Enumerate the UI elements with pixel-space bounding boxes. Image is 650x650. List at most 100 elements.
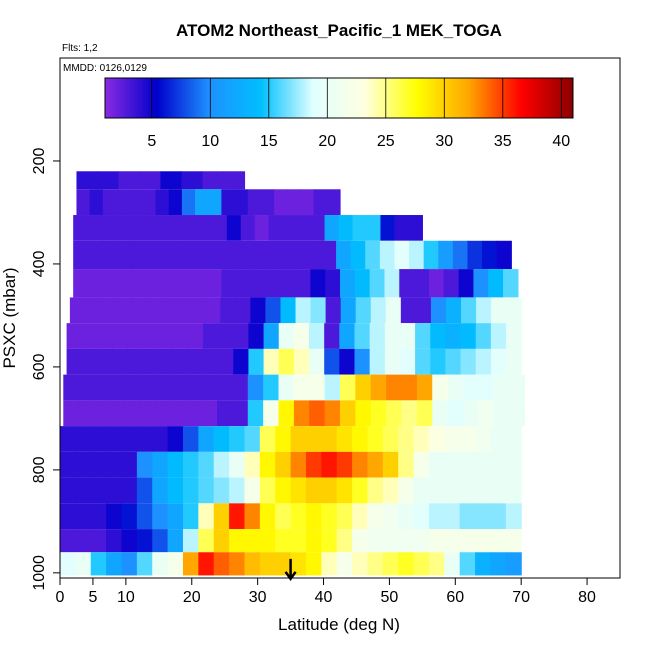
heatmap-cell bbox=[147, 269, 163, 298]
heatmap-cell bbox=[142, 323, 159, 349]
heatmap-cell bbox=[109, 400, 126, 427]
heatmap-cell bbox=[75, 477, 92, 504]
heatmap-cell bbox=[182, 552, 199, 576]
heatmap-cell bbox=[488, 269, 504, 298]
x-axis-label: Latitude (deg N) bbox=[278, 615, 400, 634]
heatmap-cell bbox=[339, 348, 356, 375]
heatmap-cell bbox=[263, 400, 280, 427]
heatmap-cell bbox=[112, 323, 128, 349]
heatmap-cell bbox=[176, 269, 193, 298]
heatmap-cell bbox=[277, 240, 293, 270]
heatmap-cell bbox=[226, 215, 242, 241]
heatmap-cell bbox=[490, 529, 507, 553]
heatmap-cell bbox=[172, 323, 189, 349]
heatmap-cell bbox=[152, 477, 169, 504]
heatmap-cell bbox=[136, 477, 153, 504]
heatmap-cell bbox=[263, 323, 280, 349]
heatmap-cell bbox=[428, 477, 445, 504]
heatmap-cell bbox=[475, 323, 492, 349]
heatmap-cell bbox=[96, 323, 113, 349]
heatmap-cell bbox=[490, 552, 507, 576]
heatmap-cell bbox=[305, 451, 322, 478]
heatmap-cell bbox=[282, 215, 298, 241]
heatmap-cell bbox=[265, 269, 282, 298]
heatmap-cell bbox=[259, 451, 276, 478]
y-axis: 200 400 600 800 1000 bbox=[31, 148, 60, 591]
heatmap-cell bbox=[117, 269, 134, 298]
heatmap-cell bbox=[145, 297, 161, 324]
heatmap-cell bbox=[142, 189, 157, 216]
heatmap-cell bbox=[87, 215, 102, 241]
heatmap-cell bbox=[229, 451, 246, 478]
heatmap-cell bbox=[142, 348, 159, 375]
heatmap-cell bbox=[143, 215, 158, 241]
heatmap-cell bbox=[365, 240, 381, 270]
heatmap-cell bbox=[175, 297, 191, 324]
heatmap-cell bbox=[90, 529, 107, 553]
heatmap-cell bbox=[413, 426, 430, 452]
heatmap-cell bbox=[247, 400, 264, 427]
heatmap-cell bbox=[352, 503, 369, 530]
heatmap-cell bbox=[213, 426, 230, 452]
heatmap-cell bbox=[313, 189, 328, 216]
heatmap-cell bbox=[140, 400, 157, 427]
heatmap-cell bbox=[324, 400, 341, 427]
heatmap-cell bbox=[182, 426, 199, 452]
heatmap-cell bbox=[423, 240, 439, 270]
heatmap-cell bbox=[478, 374, 495, 401]
heatmap-cell bbox=[181, 171, 204, 190]
heatmap-cell bbox=[260, 189, 275, 216]
marker-head bbox=[284, 571, 297, 582]
heatmap-cell bbox=[482, 240, 498, 270]
heatmap-cell bbox=[447, 374, 464, 401]
heatmap-cell bbox=[136, 426, 153, 452]
heatmap-cell bbox=[182, 451, 199, 478]
heatmap-cell bbox=[198, 477, 215, 504]
heatmap-cell bbox=[399, 348, 416, 375]
heatmap-cell bbox=[382, 552, 399, 576]
x-tick-label: 40 bbox=[315, 589, 333, 606]
heatmap-cell bbox=[352, 529, 369, 553]
heatmap-cell bbox=[140, 374, 157, 401]
heatmap-cell bbox=[121, 503, 138, 530]
heatmap-cell bbox=[475, 426, 492, 452]
heatmap-cell bbox=[265, 297, 282, 324]
heatmap-cell bbox=[184, 215, 200, 241]
y-tick-label: 1000 bbox=[31, 555, 48, 591]
heatmap-cell bbox=[369, 348, 386, 375]
heatmap-cell bbox=[398, 426, 415, 452]
heatmap-cell bbox=[384, 348, 401, 375]
heatmap-cell bbox=[399, 269, 415, 298]
heatmap-cell bbox=[370, 297, 387, 324]
heatmap-cell bbox=[491, 297, 507, 324]
heatmap-cell bbox=[278, 374, 295, 401]
heatmap-cell bbox=[398, 552, 415, 576]
heatmap-cell bbox=[268, 215, 284, 241]
heatmap-cell bbox=[413, 529, 430, 553]
heatmap-cell bbox=[321, 477, 338, 504]
heatmap-cell bbox=[428, 451, 445, 478]
colorbar-ticks: 5 10 15 20 25 30 35 40 bbox=[147, 78, 570, 150]
heatmap-cell bbox=[247, 374, 264, 401]
heatmap-cell bbox=[129, 215, 144, 241]
heatmap-cell bbox=[66, 323, 83, 349]
heatmap-cell bbox=[475, 348, 492, 375]
heatmap-cell bbox=[263, 348, 280, 375]
date-note: MMDD: 0126,0129 bbox=[63, 63, 147, 74]
heatmap-cell bbox=[354, 348, 371, 375]
heatmap-cell bbox=[290, 529, 307, 553]
heatmap-cell bbox=[462, 400, 479, 427]
heatmap-cell bbox=[490, 348, 507, 375]
heatmap-cell bbox=[324, 215, 340, 241]
heatmap-cell bbox=[251, 269, 267, 298]
heatmap-cell bbox=[355, 297, 372, 324]
heatmap-cell bbox=[223, 171, 246, 190]
heatmap-cell bbox=[462, 374, 479, 401]
heatmap-cell bbox=[325, 269, 341, 298]
heatmap-cell bbox=[293, 348, 310, 375]
heatmap-cell bbox=[430, 323, 447, 349]
heatmap-cell bbox=[201, 374, 218, 401]
heatmap-cell bbox=[413, 451, 430, 478]
heatmap-cell bbox=[152, 451, 169, 478]
heatmap-cell bbox=[398, 529, 415, 553]
